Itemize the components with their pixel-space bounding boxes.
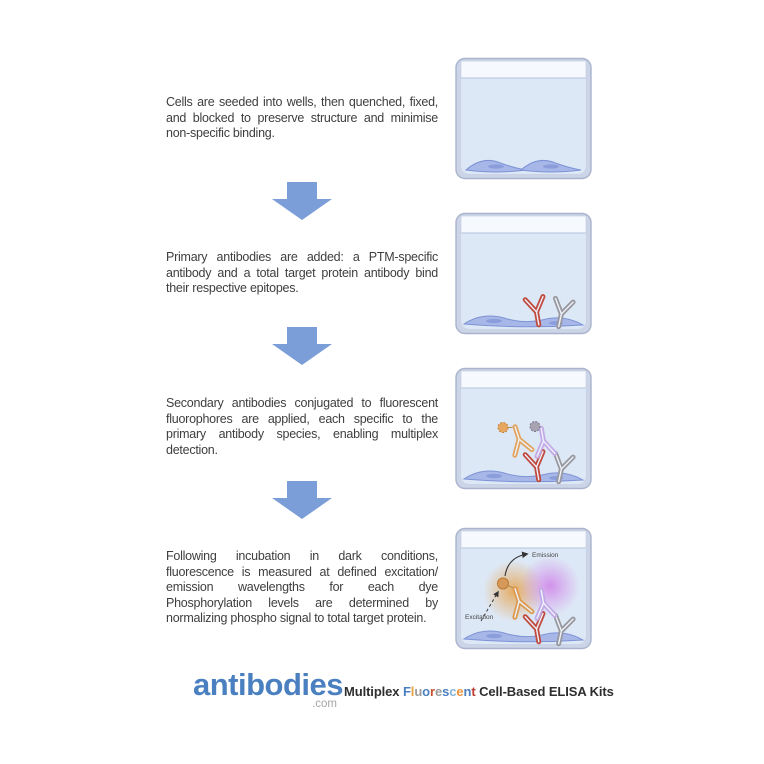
well-illustration-fluorescence-readout: Excitation Emission (455, 527, 592, 650)
tagline-fluorescent: Fluorescent (402, 684, 476, 699)
well-illustration-secondary-antibodies (455, 367, 592, 490)
product-tagline: Multiplex Fluorescent Cell-Based ELISA K… (344, 684, 614, 699)
cell-nucleus (543, 164, 559, 169)
step-2-description: Primary antibodies are added: a PTM-spec… (166, 250, 438, 295)
down-arrow-icon (272, 481, 332, 519)
fluorophore-gray-icon (529, 421, 541, 432)
cell-nucleus (488, 164, 504, 169)
cell-monolayer (463, 630, 584, 643)
well-liquid (461, 233, 586, 329)
tagline-suffix: Cell-Based ELISA Kits (475, 684, 614, 699)
cell-monolayer (465, 159, 582, 173)
well-illustration-primary-antibodies (455, 212, 592, 335)
excitation-arrow (480, 590, 499, 622)
cell-nucleus (486, 633, 502, 639)
step-1-description: Cells are seeded into wells, then quench… (166, 95, 438, 140)
well-liquid (461, 388, 586, 484)
brand-wordmark: antibodies (193, 667, 344, 702)
brand-tld: .com (312, 698, 337, 710)
tagline-prefix: Multiplex (344, 684, 403, 699)
well-illustration-seeded-cells (455, 57, 592, 180)
purple-fluorescence-glow (520, 556, 580, 616)
cell-nucleus (486, 473, 502, 479)
step-3-description: Secondary antibodies conjugated to fluor… (166, 396, 438, 457)
well-liquid (461, 78, 586, 174)
step-4-description: Following incubation in dark conditions,… (166, 549, 438, 625)
fluorophore-orange-icon (497, 422, 509, 433)
brand-logo: antibodies .com (193, 667, 344, 710)
excited-fluorophore-icon (497, 577, 509, 590)
excitation-label: Excitation (465, 614, 494, 621)
emission-arrow (504, 551, 529, 577)
down-arrow-icon (272, 327, 332, 365)
cell-nucleus (486, 318, 502, 324)
down-arrow-icon (272, 182, 332, 220)
emission-label: Emission (532, 552, 559, 559)
